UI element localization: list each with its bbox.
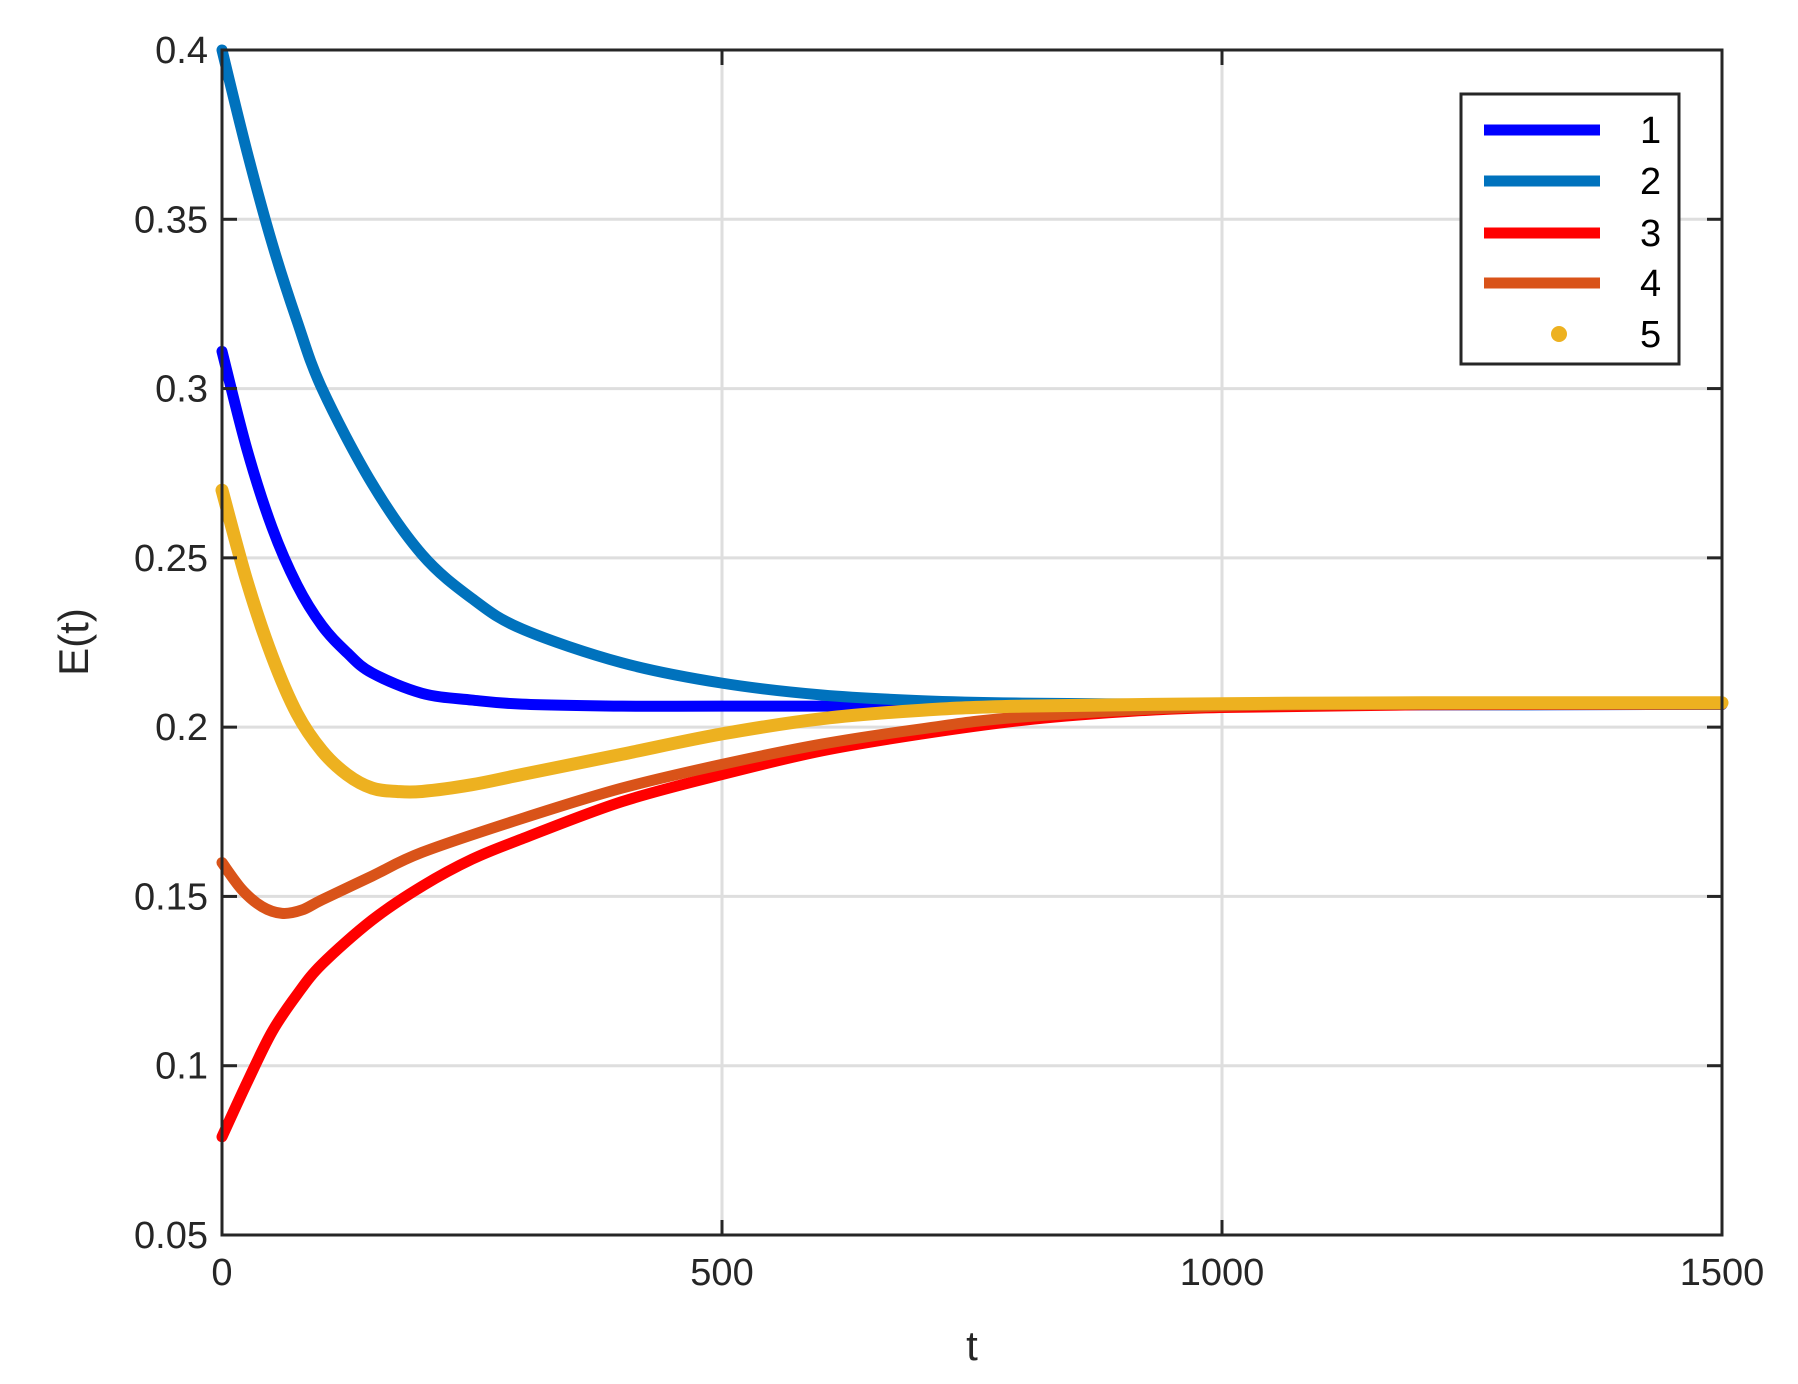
x-tick-label: 500	[690, 1252, 753, 1294]
y-tick-label: 0.4	[155, 30, 208, 72]
x-axis-label: t	[966, 1322, 978, 1369]
y-tick-label: 0.05	[134, 1215, 208, 1257]
y-tick-label: 0.15	[134, 876, 208, 918]
legend-label-1: 1	[1640, 110, 1661, 152]
legend-swatch-5	[1551, 326, 1567, 342]
y-axis-label: E(t)	[50, 608, 97, 676]
legend: 1 2 3 4 5	[1459, 92, 1681, 366]
y-tick-label: 0.25	[134, 538, 208, 580]
series-layer	[215, 44, 1729, 1143]
x-tick-label: 1500	[1680, 1252, 1765, 1294]
legend-label-3: 3	[1640, 213, 1661, 255]
y-tick-label: 0.35	[134, 199, 208, 241]
series-line-5	[215, 483, 1729, 799]
x-tick-label: 1000	[1180, 1252, 1265, 1294]
axes-box	[220, 48, 1724, 1237]
legend-label-5: 5	[1640, 314, 1661, 356]
y-tick-label: 0.1	[155, 1046, 208, 1088]
y-tick-label: 0.2	[155, 707, 208, 749]
x-tick-label: 0	[211, 1252, 232, 1294]
ticks: 0 500 1000 1500 0.05 0.1 0.15 0.2 0.25 0.3 0.35 0.4	[134, 30, 1764, 1294]
y-tick-label: 0.3	[155, 369, 208, 411]
legend-label-2: 2	[1640, 161, 1661, 203]
legend-label-4: 4	[1640, 263, 1661, 305]
